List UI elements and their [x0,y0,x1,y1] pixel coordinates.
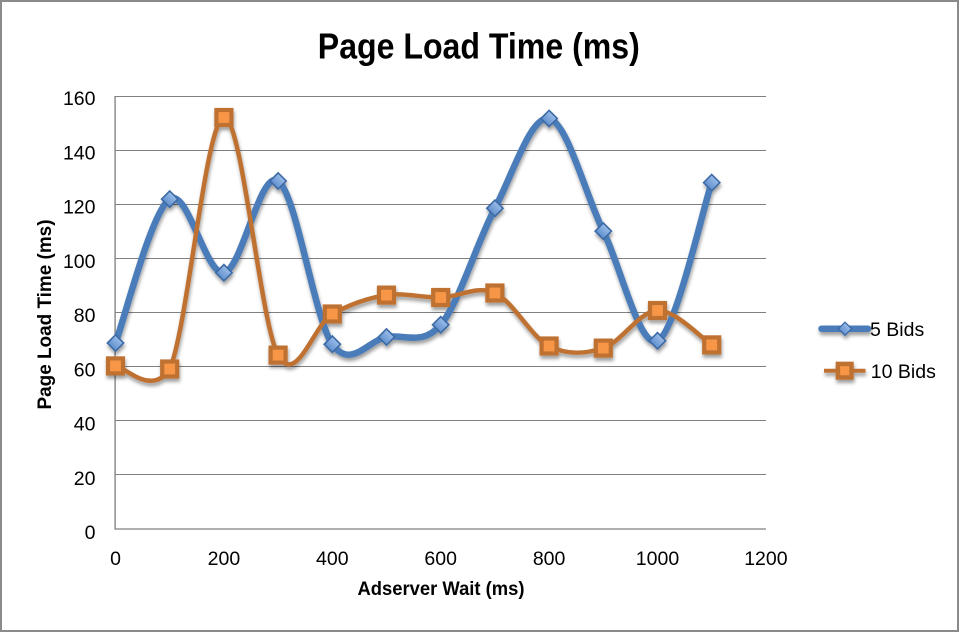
svg-text:40: 40 [74,414,96,436]
svg-text:10 Bids: 10 Bids [871,361,936,383]
svg-text:1200: 1200 [744,548,788,570]
svg-text:140: 140 [63,142,96,164]
svg-text:20: 20 [74,468,96,490]
svg-text:Page Load Time (ms): Page Load Time (ms) [34,220,56,410]
svg-text:5 Bids: 5 Bids [870,319,924,341]
svg-text:160: 160 [63,88,96,110]
svg-text:Page Load Time (ms): Page Load Time (ms) [318,26,640,67]
svg-text:1000: 1000 [636,548,680,570]
svg-text:400: 400 [316,548,349,570]
svg-text:0: 0 [110,548,121,570]
svg-text:0: 0 [85,522,96,544]
svg-text:200: 200 [208,548,241,570]
svg-text:Adserver Wait (ms): Adserver Wait (ms) [358,578,525,600]
svg-text:800: 800 [533,548,566,570]
svg-text:600: 600 [424,548,457,570]
svg-text:120: 120 [63,197,96,219]
svg-text:60: 60 [74,359,96,381]
svg-text:100: 100 [63,251,96,273]
svg-text:80: 80 [74,305,96,327]
